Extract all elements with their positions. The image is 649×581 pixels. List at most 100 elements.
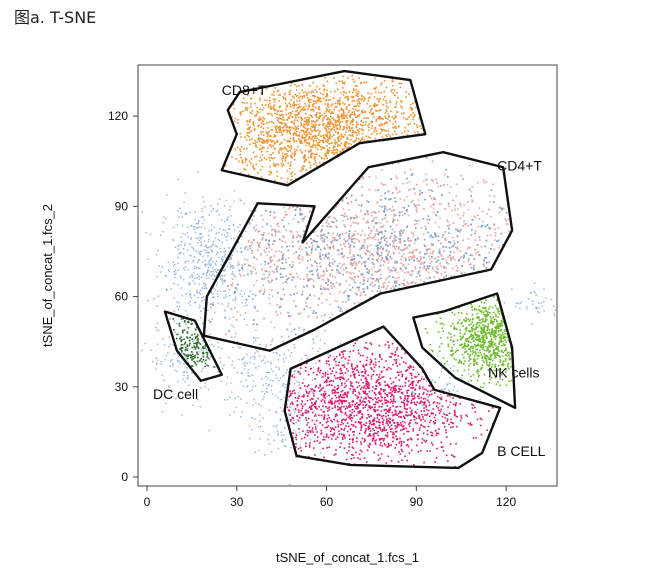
event-dot [383,282,386,284]
event-dot [260,138,262,140]
event-dot [244,168,247,171]
ungated-event-dot [192,259,195,262]
event-dot [366,280,369,283]
ungated-event-dot [178,253,180,255]
event-dot [491,244,493,246]
event-dot [342,82,344,84]
event-dot [432,236,435,238]
event-dot [278,231,281,233]
event-dot [393,231,396,233]
event-dot [302,168,305,170]
ungated-event-dot [192,404,194,407]
event-dot [269,261,272,264]
event-dot [338,80,341,83]
event-dot [281,160,283,163]
event-dot [390,257,393,259]
ungated-event-dot [185,348,188,350]
event-dot [312,310,315,312]
event-dot [325,270,328,272]
event-dot [399,100,402,102]
event-dot [271,93,273,96]
event-dot [285,123,288,126]
event-dot [335,219,338,222]
event-dot [277,109,280,112]
ungated-event-dot [207,251,209,254]
event-dot [318,124,320,127]
event-dot [411,107,414,110]
ungated-event-dot [517,302,519,304]
ungated-event-dot [186,348,189,350]
ungated-event-dot [515,302,518,304]
ungated-event-dot [218,256,220,259]
event-dot [473,268,475,271]
event-dot [326,236,328,239]
ungated-event-dot [270,368,273,370]
event-dot [360,120,362,122]
event-dot [346,202,349,205]
event-dot [423,238,426,241]
event-dot [452,245,455,247]
ungated-event-dot [200,245,202,247]
ungated-event-dot [246,245,248,248]
event-dot [454,228,457,230]
event-dot [331,103,334,105]
event-dot [463,220,465,223]
ungated-event-dot [416,375,419,377]
event-dot [299,110,301,113]
event-dot [460,174,463,177]
event-dot [387,254,389,256]
ungated-event-dot [201,210,203,212]
event-dot [401,211,403,213]
event-dot [398,82,401,85]
event-dot [362,283,365,285]
ungated-event-dot [218,269,221,271]
event-dot [327,284,329,286]
ungated-event-dot [268,383,270,386]
event-dot [433,198,435,200]
event-dot [442,257,445,260]
ungated-event-dot [246,353,248,356]
event-dot [374,233,377,235]
event-dot [302,137,305,139]
event-dot [435,214,437,216]
ungated-event-dot [194,328,196,330]
event-dot [374,189,377,192]
event-dot [489,201,492,203]
event-dot [281,262,284,264]
ungated-event-dot [200,244,203,246]
event-dot [412,235,415,237]
event-dot [417,237,419,240]
event-dot [305,141,308,144]
event-dot [307,99,310,102]
event-dot [387,130,390,132]
event-dot [280,141,283,144]
event-dot [415,210,418,213]
event-dot [409,251,411,254]
ungated-event-dot [342,374,345,377]
event-dot [373,102,376,105]
ungated-event-dot [207,241,209,243]
event-dot [423,261,426,264]
event-dot [485,180,488,183]
event-dot [324,254,327,256]
event-dot [248,295,250,298]
event-dot [322,319,325,322]
event-dot [274,230,277,233]
event-dot [318,132,321,135]
event-dot [274,87,277,89]
ungated-event-dot [174,331,176,334]
event-dot [260,92,262,95]
event-dot [266,141,269,144]
event-dot [326,141,329,144]
event-dot [327,103,329,106]
event-dot [375,118,378,121]
event-dot [253,114,256,117]
event-dot [324,77,327,79]
ungated-event-dot [205,277,208,279]
event-dot [326,152,329,154]
ungated-event-dot [197,237,199,240]
ungated-event-dot [215,284,218,286]
event-dot [306,124,309,127]
event-dot [373,129,376,131]
event-dot [334,143,337,145]
